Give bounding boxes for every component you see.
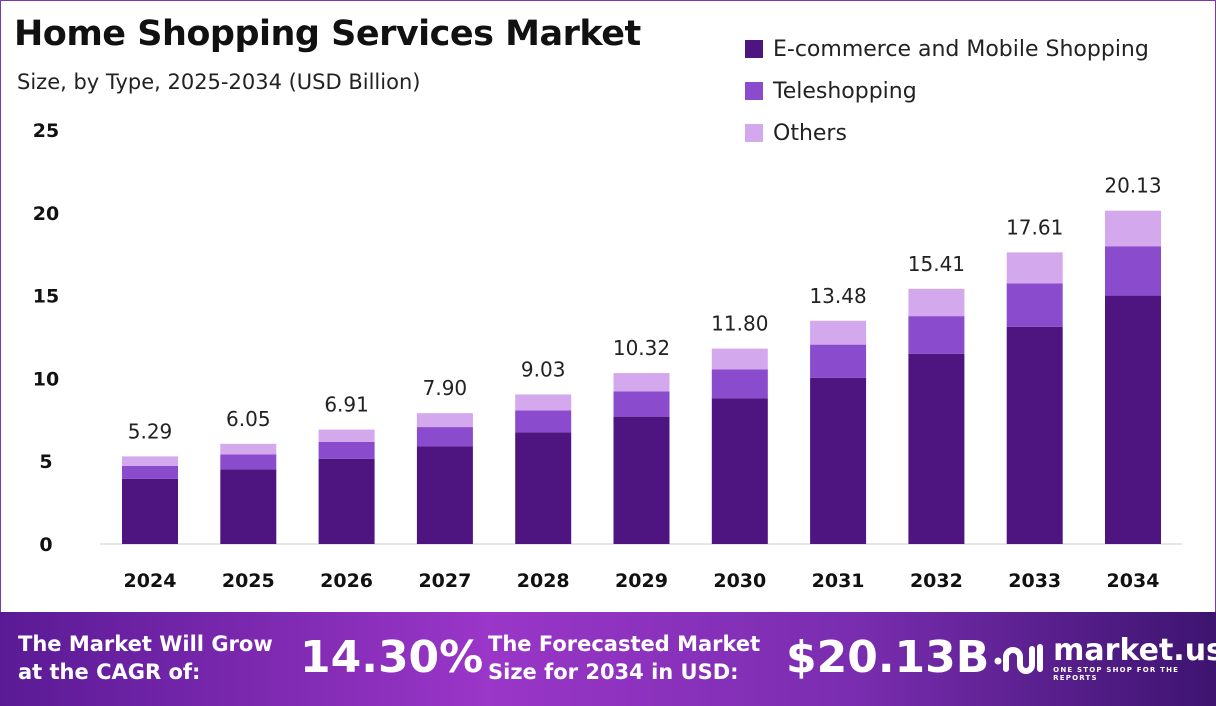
bar-segment-ecommerce	[711, 398, 768, 544]
total-label: 20.13	[1104, 174, 1161, 198]
forecast-label: The Forecasted Market Size for 2034 in US…	[488, 630, 760, 686]
x-tick-label: 2024	[124, 570, 177, 592]
bar-segment-ecommerce	[810, 377, 867, 544]
x-tick-label: 2026	[320, 570, 373, 592]
cagr-label: The Market Will Grow at the CAGR of:	[18, 630, 273, 686]
total-label: 6.05	[226, 407, 271, 431]
bar-segment-others	[122, 456, 178, 466]
bar-segment-ecommerce	[220, 469, 277, 544]
bar-segment-teleshopping	[220, 454, 277, 470]
x-tick-label: 2025	[222, 570, 275, 592]
cagr-label-line: The Market Will Grow	[18, 632, 273, 656]
total-label: 6.91	[324, 393, 369, 417]
bar-segment-others	[1105, 210, 1161, 247]
x-tick-label: 2028	[517, 570, 570, 592]
legend-swatch	[745, 82, 763, 100]
x-tick-label: 2027	[418, 570, 471, 592]
bar-segment-others	[1006, 252, 1063, 284]
total-label: 10.32	[613, 336, 670, 360]
bar-segment-others	[908, 288, 965, 317]
bar-segment-ecommerce	[1105, 295, 1161, 544]
bar-segment-others	[613, 373, 670, 392]
x-tick-label: 2031	[812, 570, 865, 592]
y-tick-label: 0	[39, 534, 52, 556]
bar-segment-teleshopping	[908, 316, 965, 354]
bar-segment-ecommerce	[122, 478, 178, 544]
bar-segment-others	[220, 443, 277, 455]
bar-segment-others	[810, 320, 867, 345]
cagr-value: 14.30%	[300, 632, 484, 683]
legend-label: E-commerce and Mobile Shopping	[773, 36, 1149, 62]
legend-item-teleshopping: Teleshopping	[745, 70, 1149, 112]
legend-label: Teleshopping	[773, 78, 917, 104]
bar-segment-others	[711, 348, 768, 370]
forecast-label-line: Size for 2034 in USD:	[488, 660, 739, 684]
y-tick-label: 20	[33, 203, 59, 225]
x-tick-label: 2033	[1008, 570, 1061, 592]
bar-segment-others	[318, 429, 375, 442]
cagr-label-line: at the CAGR of:	[18, 660, 201, 684]
total-label: 13.48	[809, 284, 866, 308]
bar-segment-others	[416, 413, 473, 428]
forecast-label-line: The Forecasted Market	[488, 632, 761, 656]
bar-segment-others	[515, 394, 572, 411]
bar-segment-teleshopping	[515, 410, 572, 433]
bar-segment-teleshopping	[416, 427, 473, 447]
plot-area: 05101520255.2920246.0520256.9120267.9020…	[33, 120, 1182, 592]
bar-segment-teleshopping	[613, 391, 670, 417]
bar-segment-teleshopping	[122, 465, 178, 479]
bar-segment-teleshopping	[711, 369, 768, 399]
bar-segment-ecommerce	[318, 458, 375, 544]
y-tick-label: 5	[39, 451, 52, 473]
market-us-logo: market.us ONE STOP SHOP FOR THE REPORTS	[992, 636, 1216, 682]
legend-label: Others	[773, 120, 847, 146]
x-tick-label: 2034	[1107, 570, 1160, 592]
legend-swatch	[745, 40, 763, 58]
total-label: 15.41	[908, 252, 965, 276]
chart-title: Home Shopping Services Market	[14, 14, 641, 54]
x-tick-label: 2029	[615, 570, 668, 592]
chart-subtitle: Size, by Type, 2025-2034 (USD Billion)	[17, 70, 421, 94]
x-tick-label: 2032	[910, 570, 963, 592]
bar-segment-ecommerce	[515, 432, 572, 544]
legend: E-commerce and Mobile Shopping Teleshopp…	[745, 28, 1149, 154]
legend-item-others: Others	[745, 112, 1149, 154]
bar-segment-ecommerce	[1006, 326, 1063, 544]
legend-item-ecommerce: E-commerce and Mobile Shopping	[745, 28, 1149, 70]
bar-segment-teleshopping	[810, 344, 867, 378]
total-label: 11.80	[711, 312, 768, 336]
y-tick-label: 25	[33, 120, 59, 142]
total-label: 7.90	[423, 376, 468, 400]
bar-segment-ecommerce	[613, 416, 670, 544]
logo-tagline: ONE STOP SHOP FOR THE REPORTS	[1053, 666, 1180, 682]
total-label: 9.03	[521, 357, 566, 381]
bar-segment-ecommerce	[908, 353, 965, 544]
footer-banner: The Market Will Grow at the CAGR of: 14.3…	[0, 612, 1216, 706]
logo-icon	[994, 644, 1043, 674]
bar-segment-teleshopping	[318, 441, 375, 459]
bar-segment-teleshopping	[1006, 283, 1063, 327]
y-tick-label: 15	[33, 286, 59, 308]
y-tick-label: 10	[33, 368, 59, 390]
forecast-value: $20.13B	[786, 632, 990, 683]
bar-segment-ecommerce	[416, 446, 473, 544]
legend-swatch	[745, 124, 763, 142]
total-label: 5.29	[128, 419, 173, 443]
total-label: 17.61	[1006, 215, 1063, 239]
logo-name: market.us	[1053, 633, 1216, 668]
x-tick-label: 2030	[713, 570, 766, 592]
bar-segment-teleshopping	[1105, 246, 1161, 296]
